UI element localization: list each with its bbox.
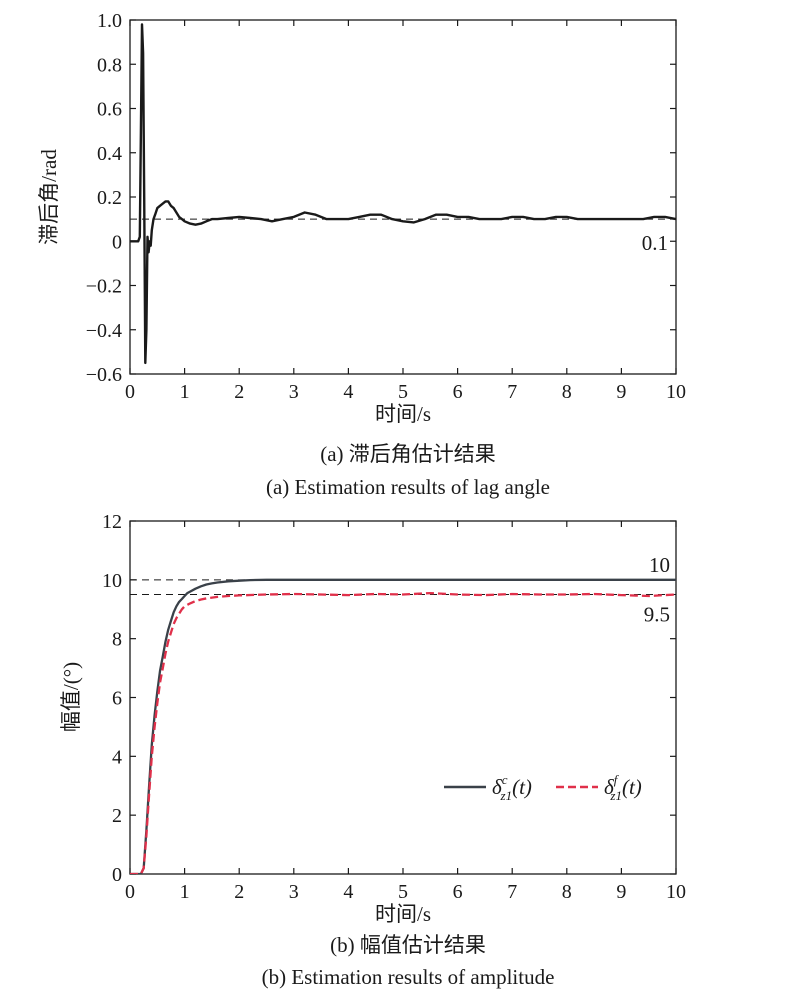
- y-tick-label: 4: [112, 746, 122, 768]
- legend-entry: δc z1(t): [492, 772, 532, 803]
- legend: δc z1(t) δf z1(t): [444, 772, 642, 803]
- x-tick-label: 7: [507, 881, 517, 903]
- x-tick-label: 1: [180, 881, 190, 903]
- caption-cn: (a) 滞后角估计结果: [320, 442, 496, 466]
- caption-en: (a) Estimation results of lag angle: [266, 475, 550, 499]
- x-tick-label: 9: [616, 381, 626, 403]
- y-tick-label: 0.4: [97, 143, 122, 165]
- x-tick-label: 7: [507, 381, 517, 403]
- x-tick-label: 10: [666, 881, 686, 903]
- x-tick-label: 2: [234, 381, 244, 403]
- x-tick-label: 5: [398, 881, 408, 903]
- x-tick-label: 1: [180, 381, 190, 403]
- reference-label: 0.1: [642, 231, 668, 255]
- series-line: [130, 591, 676, 874]
- reference-label: 10: [649, 553, 670, 577]
- y-tick-label: −0.2: [86, 276, 122, 298]
- y-tick-label: 12: [102, 511, 122, 533]
- y-tick-label: 10: [102, 570, 122, 592]
- x-tick-label: 10: [666, 381, 686, 403]
- reference-label: 9.5: [644, 603, 670, 627]
- x-tick-label: 4: [343, 881, 353, 903]
- y-tick-label: 0.8: [97, 54, 122, 76]
- plot-frame: [129, 19, 677, 375]
- plot-frame: [129, 520, 677, 875]
- y-tick-label: 2: [112, 805, 122, 827]
- y-axis-label: 幅值/(°): [59, 662, 83, 732]
- x-tick-label: 4: [343, 381, 353, 403]
- caption-en: (b) Estimation results of amplitude: [262, 965, 555, 989]
- x-tick-label: 6: [453, 381, 463, 403]
- y-axis-label: 滞后角/rad: [37, 149, 61, 245]
- x-tick-label: 8: [562, 881, 572, 903]
- series-line: [130, 578, 676, 874]
- x-tick-label: 6: [453, 881, 463, 903]
- y-tick-label: −0.4: [86, 320, 122, 342]
- y-tick-label: 0.2: [97, 187, 122, 209]
- chart-lag-angle: 0 1 2 3 4 5 6 7 8 9 10 −0.6 −0.4 −0.2 0 0.2 0.4 0.6 0.8 1.0…: [37, 10, 686, 499]
- x-axis-label: 时间/s: [375, 402, 431, 426]
- x-tick-label: 9: [616, 881, 626, 903]
- x-tick-label: 3: [289, 881, 299, 903]
- x-tick-label: 8: [562, 381, 572, 403]
- x-tick-label: 0: [125, 381, 135, 403]
- y-tick-label: 8: [112, 629, 122, 651]
- y-tick-label: 0: [112, 231, 122, 253]
- y-tick-label: 6: [112, 688, 122, 710]
- x-tick-label: 0: [125, 881, 135, 903]
- y-tick-label: 1.0: [97, 10, 122, 32]
- x-tick-label: 2: [234, 881, 244, 903]
- x-tick-label: 5: [398, 381, 408, 403]
- legend-entry: δf z1(t): [604, 772, 642, 803]
- x-axis-label: 时间/s: [375, 902, 431, 926]
- y-tick-label: −0.6: [86, 364, 122, 386]
- caption-cn: (b) 幅值估计结果: [330, 933, 486, 957]
- y-tick-label: 0: [112, 864, 122, 886]
- y-tick-label: 0.6: [97, 99, 122, 121]
- series-line: [130, 23, 676, 365]
- x-tick-label: 3: [289, 381, 299, 403]
